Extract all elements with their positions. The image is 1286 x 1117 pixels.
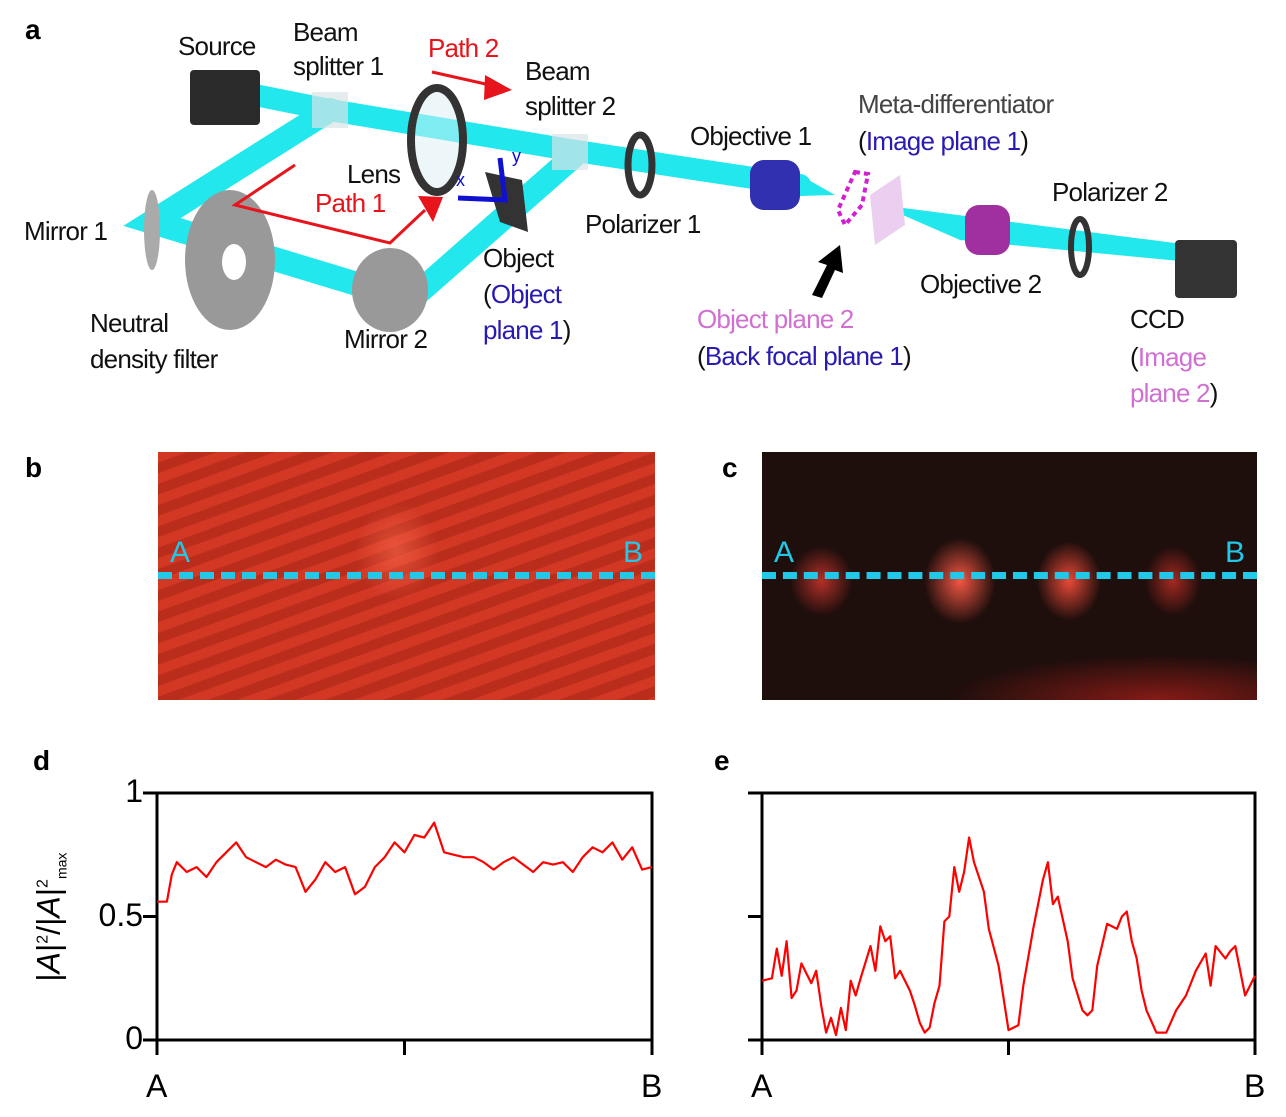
label-lens: Lens [347, 159, 401, 189]
label-path-2: Path 2 [428, 33, 499, 63]
panel-label-b: b [25, 452, 43, 483]
objective-2-shape [965, 205, 1010, 255]
panel-label-c: c [722, 452, 738, 483]
label-objective-1: Objective 1 [690, 121, 812, 151]
label-beam-splitter-1-line1: Beam [293, 17, 359, 47]
x-tick-label: A [146, 1068, 168, 1104]
label-object-plane-1-line1: (Object [483, 279, 562, 309]
label-mirror-1: Mirror 1 [24, 216, 108, 246]
line-profile-a-b [762, 572, 1257, 579]
label-ccd: CCD [1130, 304, 1185, 334]
label-image-plane-1: (Image plane 1) [858, 126, 1029, 156]
label-axis-y: y [512, 146, 521, 166]
path-1-arrow [231, 163, 427, 245]
optical-setup-diagram [123, 70, 1237, 332]
label-objective-2: Objective 2 [920, 269, 1042, 299]
label-object-plane-2: Object plane 2 [697, 304, 854, 334]
beam-splitter-2-cube [552, 134, 588, 170]
label-image-plane-2-line1: (Image [1130, 342, 1207, 372]
intensity-profile-line-d [157, 821, 653, 903]
ccd-camera-shape [1175, 240, 1237, 298]
x-tick-label: B [641, 1068, 663, 1104]
beam-diverge [880, 205, 1190, 262]
pointer-arrow [812, 245, 843, 298]
label-nd-filter-line2: density filter [90, 344, 218, 374]
label-meta-differentiator: Meta-differentiator [858, 89, 1054, 119]
label-beam-splitter-2-line1: Beam [525, 56, 591, 86]
image-b-reference: A B [158, 452, 655, 700]
x-tick-label: B [1244, 1068, 1266, 1104]
beam-path-1 [123, 98, 587, 314]
label-object: Object [483, 243, 554, 273]
y-tick-label: 1 [125, 773, 143, 809]
image-c-edge-detected: A B [762, 452, 1257, 700]
label-object-plane-1-line2: plane 1) [483, 315, 571, 345]
label-nd-filter-line1: Neutral [90, 308, 169, 338]
panel-label-a: a [25, 14, 41, 45]
marker-a: A [774, 536, 795, 569]
beam-focus [800, 175, 835, 196]
path-2-arrowhead [484, 75, 512, 100]
label-source: Source [178, 31, 256, 61]
nd-filter-hole [222, 244, 246, 280]
lens-shape [407, 84, 467, 196]
line-profile-a-b [158, 572, 655, 579]
label-mirror-2: Mirror 2 [344, 324, 428, 354]
objective-1-shape [750, 160, 800, 210]
polarizer-2-shape [1068, 216, 1092, 278]
label-polarizer-2: Polarizer 2 [1052, 177, 1168, 207]
mirror-1-shape [144, 190, 160, 270]
panel-label-d: d [33, 745, 51, 776]
xy-axes-icon [457, 157, 508, 203]
plot-frame-e [760, 791, 1257, 1042]
x-tick-label: A [751, 1068, 773, 1104]
path-2-arrow [431, 70, 491, 87]
label-image-plane-2-line2: plane 2) [1130, 378, 1218, 408]
label-back-focal-plane-1: (Back focal plane 1) [697, 341, 912, 371]
y-tick-label: 0.5 [98, 896, 143, 933]
panel-label-e: e [714, 745, 730, 776]
intensity-profile-line-e [761, 836, 1256, 1037]
mirror-2-shape [352, 248, 428, 332]
label-beam-splitter-2-line2: splitter 2 [525, 91, 616, 121]
polarizer-1-shape [624, 131, 656, 199]
source-box [190, 70, 260, 125]
label-path-1: Path 1 [315, 188, 386, 218]
beam-splitter-1-cube [312, 92, 348, 128]
label-axis-x: x [456, 170, 465, 190]
path-1-arrowhead [418, 196, 443, 222]
meta-differentiator-shape [870, 175, 905, 245]
y-axis-label: |A|2/|A|2max [30, 852, 70, 982]
label-polarizer-1: Polarizer 1 [585, 209, 701, 239]
marker-b: B [622, 536, 643, 569]
plot-frame-d [155, 791, 654, 1042]
marker-b: B [1224, 536, 1245, 569]
fourier-plane-marker [835, 169, 871, 229]
y-tick-label: 0 [125, 1020, 143, 1056]
label-beam-splitter-1-line2: splitter 1 [293, 51, 384, 81]
marker-a: A [170, 536, 191, 569]
